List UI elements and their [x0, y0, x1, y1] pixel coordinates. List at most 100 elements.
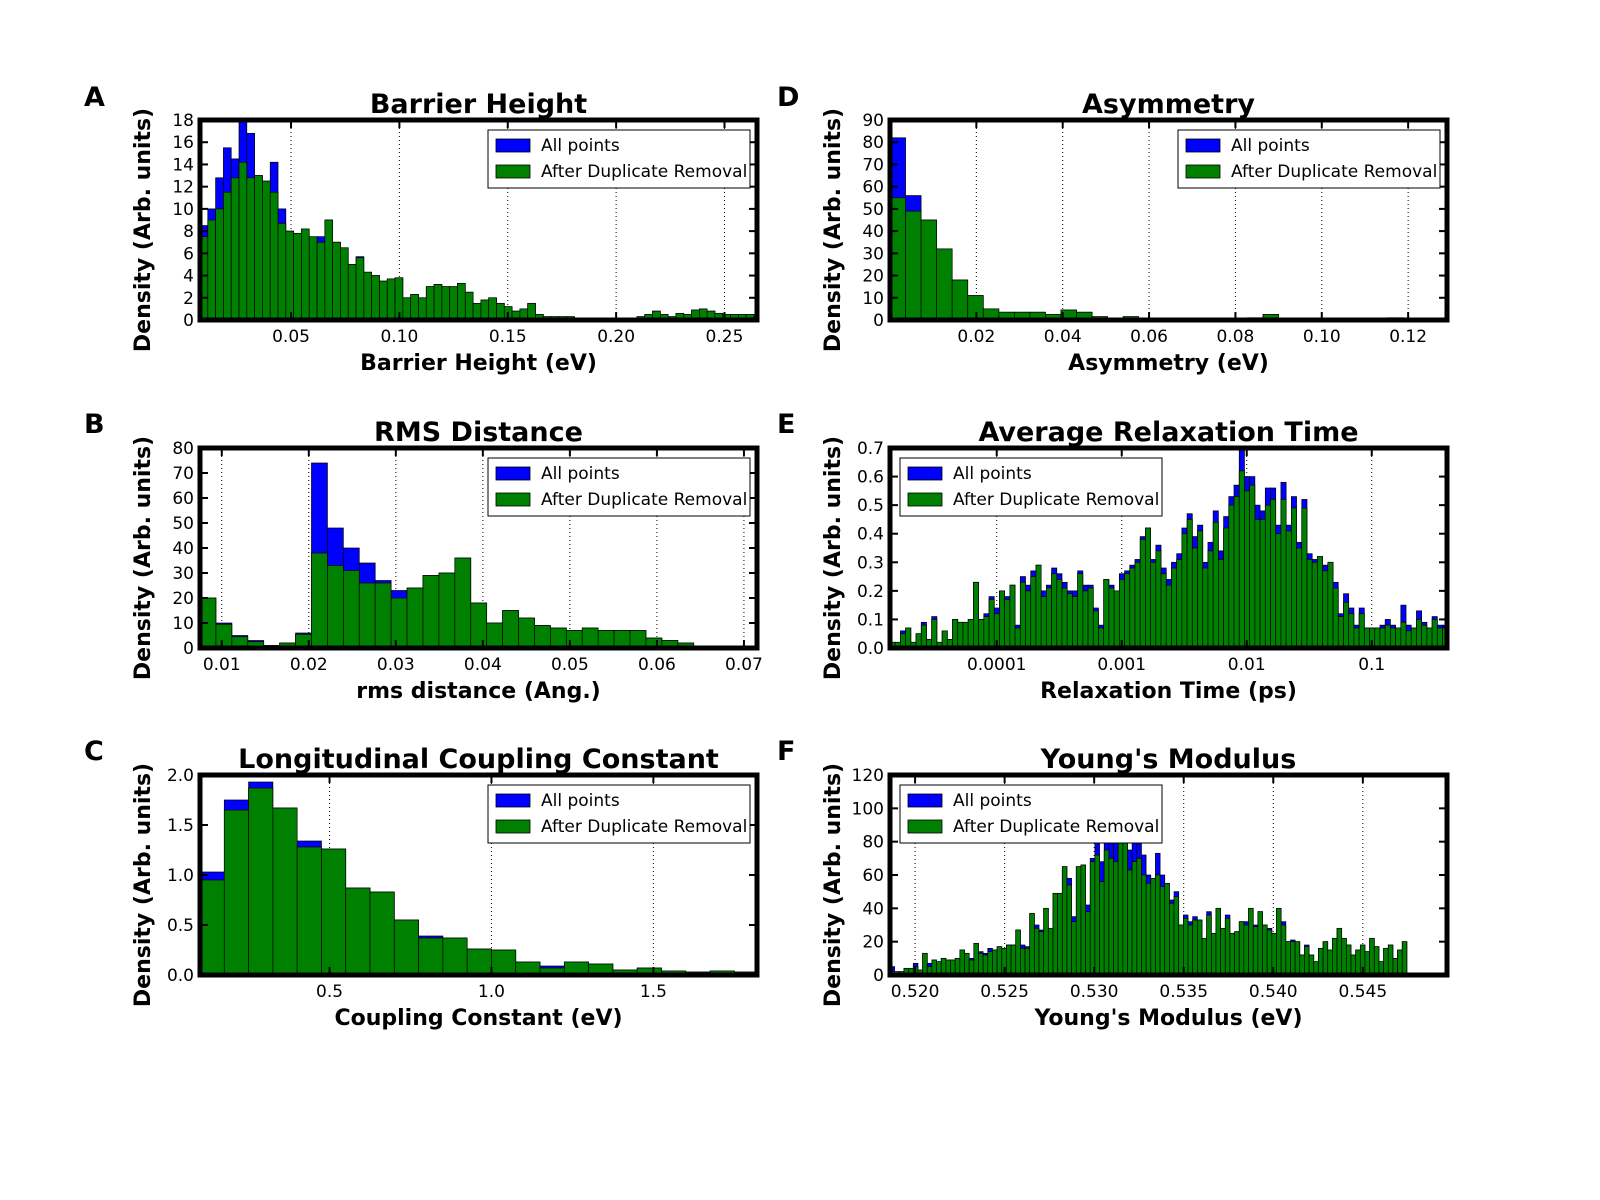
histogram-bar: [1395, 627, 1402, 648]
legend-box: [487, 129, 751, 189]
histogram-bar: [1127, 869, 1133, 975]
histogram-bar: [1306, 559, 1313, 648]
panel-letter: A: [84, 82, 105, 113]
chart-panel-c: 0.5 1.0 1.5 0.0 0.5 1.0 1.5 2.0 Longitudinal Cou…: [84, 736, 760, 1031]
x-tick-label: 0.04: [464, 655, 502, 675]
histogram-bar: [1290, 507, 1297, 648]
histogram-bar: [464, 291, 474, 320]
y-axis-label: Density (Arb. units): [821, 436, 846, 680]
histogram-bar: [982, 954, 989, 975]
histogram-bar: [1343, 601, 1350, 648]
histogram-bar: [978, 619, 985, 648]
legend: All points After Duplicate Removal: [1177, 129, 1441, 189]
legend-swatch: [495, 793, 531, 808]
y-tick-label: 120: [852, 766, 884, 786]
histogram-bar: [1318, 947, 1324, 975]
histogram-bar: [1076, 311, 1093, 320]
histogram-bar: [988, 599, 995, 648]
legend-swatch: [495, 466, 531, 481]
histogram-bar: [1348, 613, 1355, 648]
histogram-bar: [1373, 946, 1380, 975]
x-tick-label: 0.02: [957, 327, 995, 347]
x-axis-label: Coupling Constant (eV): [334, 1006, 622, 1031]
histogram-bar: [1145, 527, 1151, 648]
histogram-bar: [952, 619, 959, 648]
histogram-bar: [1117, 832, 1124, 975]
histogram-bar: [308, 236, 318, 320]
histogram-bar: [246, 177, 255, 320]
histogram-bar: [1383, 947, 1389, 975]
histogram-bar: [285, 230, 294, 320]
histogram-bar: [1092, 610, 1099, 648]
y-tick-label: 60: [862, 178, 884, 198]
y-tick-label: 60: [172, 489, 194, 509]
histogram-bar: [1345, 944, 1352, 975]
y-tick-label: 0.5: [167, 916, 194, 936]
histogram-bar: [1234, 931, 1240, 975]
histogram-bar: [1290, 941, 1296, 975]
y-tick-label: 0.4: [857, 525, 884, 545]
histogram-bar: [1186, 519, 1193, 648]
histogram-bar: [1276, 907, 1282, 975]
y-tick-label: 6: [183, 244, 194, 264]
y-tick-label: 2.0: [167, 766, 194, 786]
histogram-bar: [441, 286, 451, 320]
histogram-bar: [248, 787, 274, 975]
x-axis-label: rms distance (Ang.): [356, 679, 600, 704]
histogram-bar: [466, 948, 492, 975]
legend-box: [487, 784, 751, 844]
panel-letter: B: [84, 409, 105, 440]
histogram-bar: [1421, 624, 1428, 648]
y-tick-label: 70: [172, 464, 194, 484]
chart-panel-b: 0.01 0.02 0.03 0.04 0.05 0.06 0.07 0 10 20 30 40 50 6…: [84, 409, 763, 704]
series-after-duplicate-removal: [200, 161, 755, 320]
x-axis-label: Asymmetry (eV): [1068, 351, 1269, 376]
legend-swatch: [907, 466, 943, 481]
histogram-bar: [1280, 924, 1287, 975]
x-tick-label: 0.10: [1303, 327, 1341, 347]
histogram-bar: [1233, 496, 1240, 648]
histogram-bar: [1052, 892, 1058, 975]
histogram-bar: [406, 587, 424, 648]
histogram-bar: [1294, 941, 1301, 975]
histogram-bar: [215, 208, 224, 320]
histogram-bar: [940, 957, 947, 975]
histogram-bar: [1218, 559, 1224, 648]
histogram-bar: [1401, 941, 1408, 975]
histogram-bar: [1410, 627, 1417, 648]
histogram-bar: [1009, 584, 1016, 648]
legend-swatch: [907, 492, 943, 507]
x-tick-label: 0.07: [725, 655, 763, 675]
histogram-bar: [1332, 937, 1338, 975]
histogram-bar: [1206, 914, 1212, 975]
histogram-bar: [581, 627, 599, 648]
histogram-bar: [1374, 627, 1381, 648]
histogram-bar: [1341, 937, 1347, 975]
histogram-bar: [1099, 881, 1105, 975]
y-tick-label: 40: [172, 539, 194, 559]
y-axis-label: Density (Arb. units): [131, 763, 156, 1007]
histogram-bar: [1131, 861, 1138, 975]
series-after-duplicate-removal: [200, 552, 695, 648]
histogram-bar: [324, 219, 333, 320]
y-tick-label: 12: [172, 178, 194, 198]
histogram-bar: [1431, 619, 1438, 648]
y-tick-label: 50: [172, 514, 194, 534]
histogram-bar: [390, 597, 408, 648]
x-tick-label: 0.520: [891, 982, 940, 1002]
y-tick-label: 20: [172, 589, 194, 609]
legend: All points After Duplicate Removal: [899, 457, 1163, 517]
y-tick-label: 2: [183, 289, 194, 309]
histogram-bar: [1311, 561, 1318, 648]
histogram-bar: [1051, 573, 1058, 648]
histogram-bar: [215, 623, 233, 648]
y-tick-label: 20: [862, 933, 884, 953]
y-tick-label: 0.7: [857, 439, 884, 459]
histogram-bar: [1145, 882, 1152, 975]
histogram-bar: [978, 952, 984, 975]
series-after-duplicate-removal: [200, 787, 757, 975]
histogram-bar: [1252, 926, 1259, 975]
histogram-bar: [1171, 567, 1178, 648]
histogram-bar: [1094, 854, 1100, 975]
histogram-bar: [1212, 521, 1219, 648]
